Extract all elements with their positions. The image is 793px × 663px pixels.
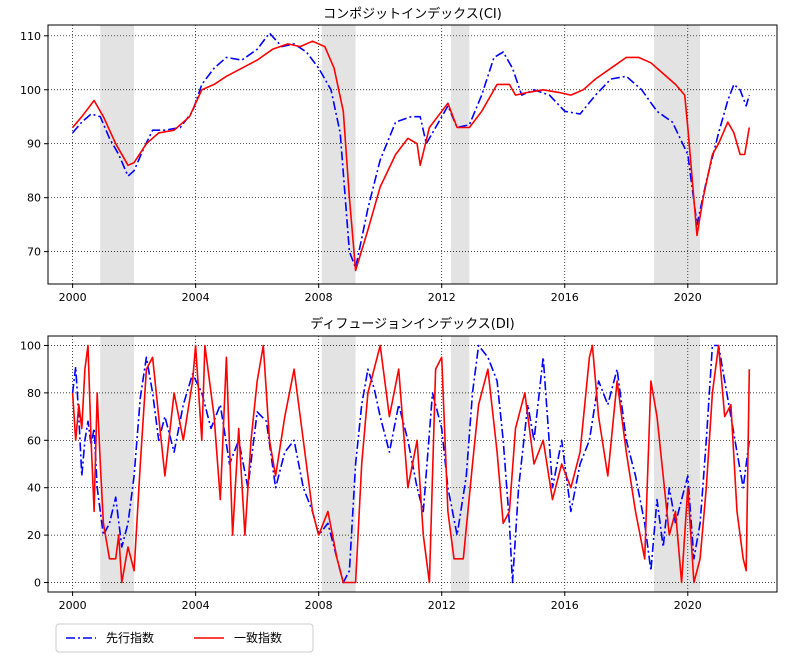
x-tick-label: 2016 (551, 291, 579, 304)
series-line-leading (71, 344, 751, 584)
y-tick-label: 70 (27, 246, 41, 259)
series-line-coincident (71, 344, 751, 584)
y-tick-label: 110 (20, 30, 41, 43)
y-tick-label: 100 (20, 84, 41, 97)
recession-band (450, 25, 470, 284)
x-tick-label: 2004 (182, 291, 210, 304)
recession-band (653, 25, 701, 284)
y-tick-label: 90 (27, 138, 41, 151)
recession-band (100, 25, 135, 284)
x-tick-label: 2016 (551, 599, 579, 612)
x-tick-label: 2004 (182, 599, 210, 612)
x-tick-label: 2008 (305, 291, 333, 304)
x-tick-label: 2020 (674, 599, 702, 612)
y-tick-label: 100 (20, 339, 41, 352)
legend-box (55, 623, 314, 653)
series-line-coincident (71, 40, 751, 272)
x-tick-label: 2020 (674, 291, 702, 304)
x-tick-label: 2000 (59, 599, 87, 612)
x-tick-label: 2000 (59, 291, 87, 304)
legend: 先行指数 一致指数 (55, 623, 314, 653)
x-tick-label: 2008 (305, 599, 333, 612)
y-tick-label: 40 (27, 482, 41, 495)
x-tick-label: 2012 (428, 291, 456, 304)
x-tick-label: 2012 (428, 599, 456, 612)
chart-title: コンポジットインデックス(CI) (323, 6, 502, 22)
recession-band (321, 25, 356, 284)
y-tick-label: 80 (27, 192, 41, 205)
series-line-leading (71, 32, 751, 269)
y-tick-label: 0 (34, 577, 41, 590)
legend-label: 一致指数 (234, 630, 282, 645)
chart-title: ディフュージョンインデックス(DI) (310, 316, 514, 332)
axes-frame (47, 24, 778, 285)
legend-label: 先行指数 (106, 630, 154, 645)
y-tick-label: 60 (27, 434, 41, 447)
chart-panel-2: 2000 2004 2008 2012 2016 2020 0 20 40 60 80 100 ディフュ… (20, 316, 778, 612)
y-tick-label: 80 (27, 387, 41, 400)
axes-frame (47, 335, 778, 593)
chart-panel-1: 2000 2004 2008 2012 2016 2020 70 80 90 100 110 コンポジ… (20, 6, 778, 304)
recession-band (653, 336, 701, 592)
y-tick-label: 20 (27, 529, 41, 542)
